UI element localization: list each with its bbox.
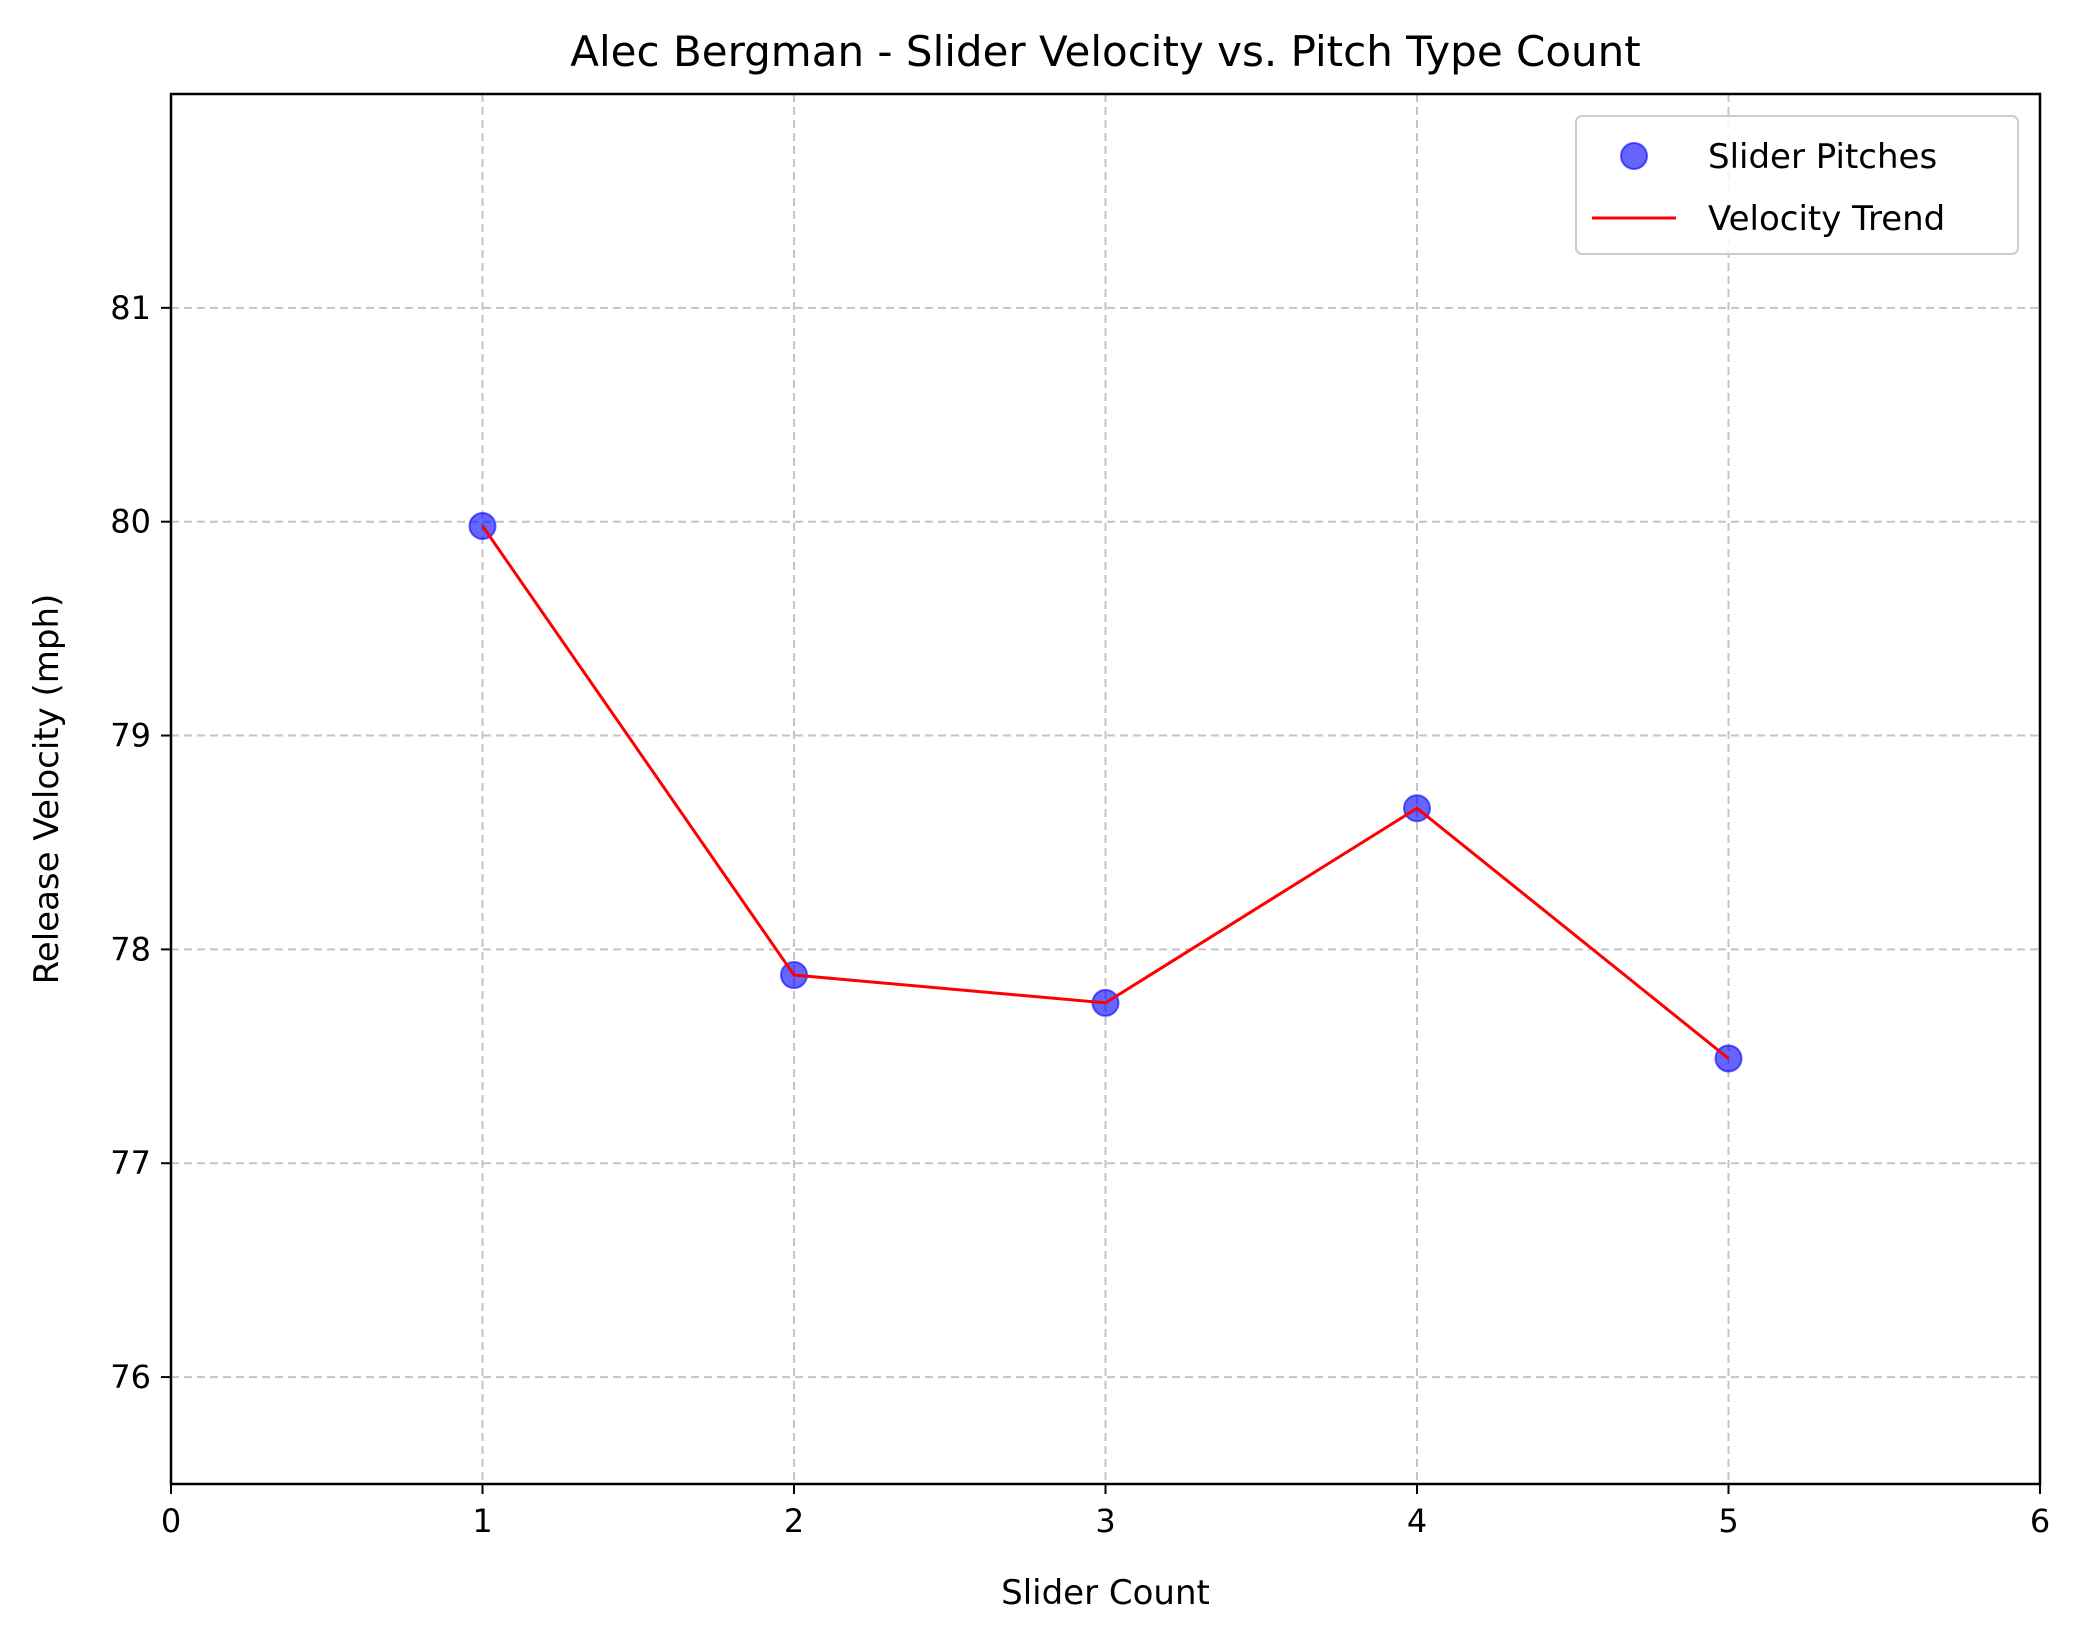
y-tick-label: 81 xyxy=(110,289,151,327)
chart-title: Alec Bergman - Slider Velocity vs. Pitch… xyxy=(570,27,1640,76)
legend-label: Velocity Trend xyxy=(1708,199,1945,239)
legend: Slider Pitches Velocity Trend xyxy=(1575,115,2019,255)
series-layer xyxy=(468,511,1743,1073)
x-tick-label: 6 xyxy=(2030,1502,2050,1540)
y-tick-label: 78 xyxy=(110,930,151,968)
x-tick-label: 0 xyxy=(161,1502,181,1540)
x-tick-label: 4 xyxy=(1407,1502,1427,1540)
y-axis-label: Release Velocity (mph) xyxy=(27,594,67,985)
x-tick-label: 3 xyxy=(1095,1502,1115,1540)
x-tick-label: 2 xyxy=(784,1502,804,1540)
legend-box xyxy=(1575,115,2019,255)
x-tick-label: 1 xyxy=(472,1502,492,1540)
y-tick-label: 80 xyxy=(110,503,151,541)
y-tick-label: 79 xyxy=(110,717,151,755)
legend-label: Slider Pitches xyxy=(1708,137,1937,177)
y-tick-label: 77 xyxy=(110,1144,151,1182)
y-tick-label: 76 xyxy=(110,1358,151,1396)
grid xyxy=(171,94,2040,1484)
ticks: 0 1 2 3 4 5 6 76 77 78 79 80 81 xyxy=(110,289,2050,1540)
legend-scatter-marker xyxy=(1620,142,1648,170)
velocity-trend-line xyxy=(481,525,1730,1060)
x-tick-label: 5 xyxy=(1718,1502,1738,1540)
x-axis-label: Slider Count xyxy=(1001,1573,1210,1613)
